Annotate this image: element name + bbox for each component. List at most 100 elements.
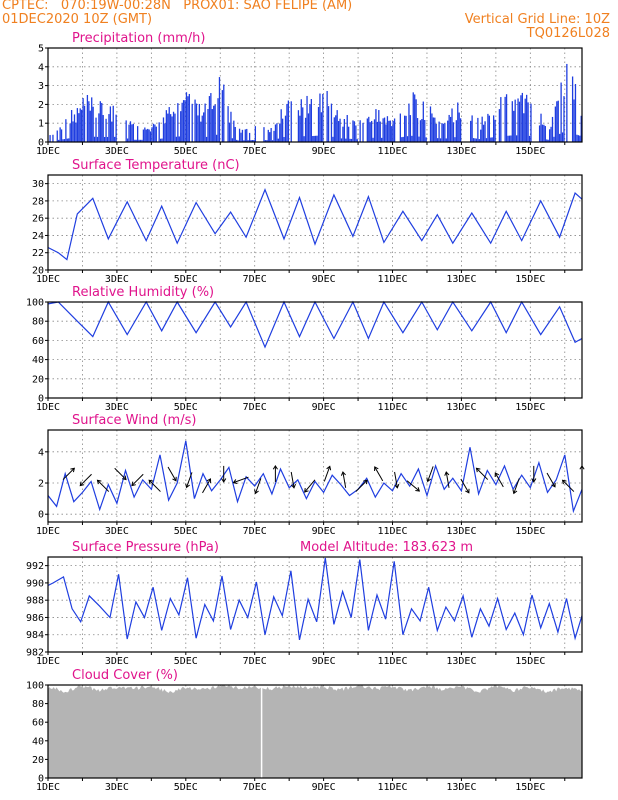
precip-bar xyxy=(129,121,132,142)
wind-arrow-head xyxy=(221,478,227,483)
wind-arrow xyxy=(475,467,489,480)
precip-bar xyxy=(475,138,478,142)
precip-bar xyxy=(228,122,231,142)
precip-bar xyxy=(105,118,107,142)
precip-bar xyxy=(513,110,515,142)
x-tick-label: 15DEC xyxy=(515,402,545,413)
x-tick-label: 13DEC xyxy=(446,402,476,413)
precip-bar xyxy=(484,121,486,142)
precip-bar xyxy=(60,129,63,142)
precip-bar xyxy=(520,95,522,142)
precip-bar xyxy=(370,120,373,142)
precip-bar xyxy=(451,108,453,142)
precip-bar xyxy=(152,123,155,142)
x-tick-label: 3DEC xyxy=(105,146,129,157)
precip-bar xyxy=(414,94,416,142)
precip-bar xyxy=(86,95,89,142)
precip-bar xyxy=(388,120,390,142)
precip-bar xyxy=(132,123,134,142)
wind-arrow-head xyxy=(374,466,379,471)
precip-bar xyxy=(561,132,564,142)
precip-bar xyxy=(78,113,80,142)
x-tick-label: 1DEC xyxy=(36,656,60,667)
precip-bar xyxy=(350,138,353,142)
precip-bar xyxy=(349,138,351,142)
precip-bar xyxy=(434,117,436,142)
wind-arrow-head xyxy=(415,487,421,492)
wind-arrow-head xyxy=(551,482,556,488)
precip-bar xyxy=(471,115,473,142)
precip-bar xyxy=(83,105,86,142)
precip-bar xyxy=(281,118,284,142)
precip-bar xyxy=(106,136,109,142)
precip-bar xyxy=(511,101,513,142)
precip-bar xyxy=(449,116,452,142)
precip-bar xyxy=(238,128,241,142)
precip-bar xyxy=(335,115,337,142)
precip-bar xyxy=(171,116,173,142)
precip-bar xyxy=(154,124,156,142)
precip-bar xyxy=(445,138,447,142)
precip-bar xyxy=(207,109,209,142)
precip-bar xyxy=(310,99,312,142)
wind-arrow-shaft xyxy=(290,471,295,488)
precip-bar xyxy=(504,96,506,142)
precip-bar xyxy=(386,116,389,142)
precip-bar xyxy=(52,134,54,142)
precip-bar xyxy=(162,117,165,142)
y-tick-label: 28 xyxy=(32,196,44,207)
precip-bar xyxy=(230,111,232,142)
precip-bar xyxy=(559,133,561,142)
x-tick-label: 11DEC xyxy=(377,656,407,667)
precip-bar xyxy=(92,106,94,142)
x-tick-label: 13DEC xyxy=(446,146,476,157)
precip-bar xyxy=(137,126,139,142)
precip-bar xyxy=(280,109,282,142)
wind-arrow xyxy=(406,480,421,492)
panel-pres: 982 984 986 988 990 992 1DEC 3DEC 5DEC 7DEC 9DEC 11… xyxy=(26,540,583,667)
precip-bar xyxy=(304,117,307,142)
x-tick-label: 1DEC xyxy=(36,274,60,285)
precip-bar xyxy=(418,136,420,142)
precip-bar xyxy=(438,121,440,142)
precip-bar xyxy=(383,117,386,142)
wind-arrow-shaft xyxy=(62,467,75,480)
wind-arrow xyxy=(561,479,575,492)
precip-bar xyxy=(508,135,511,142)
x-tick-label: 13DEC xyxy=(446,656,476,667)
wind-arrow-shaft xyxy=(97,479,110,492)
y-tick-label: 40 xyxy=(32,355,44,366)
precip-bar xyxy=(185,92,188,142)
precip-bar xyxy=(480,129,482,142)
precip-bar xyxy=(442,123,445,142)
precip-bar xyxy=(151,127,153,142)
panel-frame xyxy=(47,174,583,271)
precip-bar xyxy=(373,119,376,142)
precip-bar xyxy=(211,109,213,142)
precip-bar xyxy=(168,107,170,142)
precip-bar xyxy=(339,118,341,142)
x-tick-label: 7DEC xyxy=(243,274,267,285)
precip-bar xyxy=(276,123,278,142)
x-tick-label: 5DEC xyxy=(174,402,198,413)
y-tick-label: 80 xyxy=(32,317,44,328)
x-tick-label: 7DEC xyxy=(243,526,267,537)
precip-bar xyxy=(313,135,315,142)
precip-bar xyxy=(482,124,485,142)
precip-bar xyxy=(419,120,422,142)
x-tick-label: 3DEC xyxy=(105,782,129,793)
precip-bar xyxy=(68,138,70,142)
precip-bar xyxy=(284,115,287,142)
x-tick-label: 15DEC xyxy=(515,274,545,285)
wind-arrow-head xyxy=(475,467,481,473)
x-tick-label: 15DEC xyxy=(515,526,545,537)
precip-bar xyxy=(240,132,242,142)
precip-bar xyxy=(131,124,133,142)
precip-bar xyxy=(356,139,358,142)
precip-bar xyxy=(345,138,347,142)
y-tick-label: 60 xyxy=(32,336,44,347)
precip-bar xyxy=(348,126,350,142)
precip-bar xyxy=(244,129,246,142)
wind-arrow-head xyxy=(185,483,190,489)
precip-bar xyxy=(182,100,185,142)
